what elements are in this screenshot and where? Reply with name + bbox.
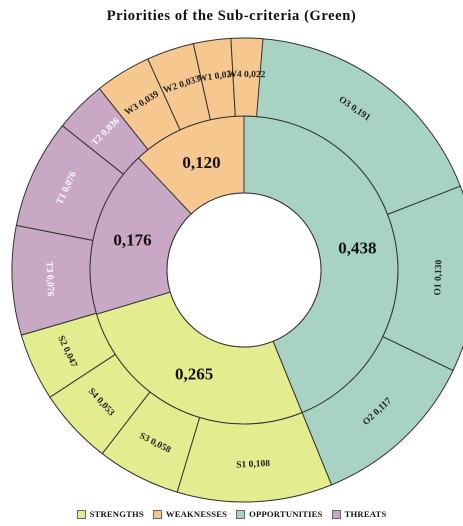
legend-item-weaknesses: WEAKNESSES: [152, 509, 228, 519]
legend-label-opportunities: OPPORTUNITIES: [249, 509, 323, 519]
center-hole: [166, 192, 322, 348]
outer-label-w4: W4 0,022: [227, 70, 265, 80]
legend-swatch-opportunities: [236, 509, 246, 519]
legend-label-strengths: STRENGTHS: [89, 509, 144, 519]
inner-label-opportunities: 0,438: [338, 238, 376, 257]
inner-label-threats: 0,176: [113, 231, 151, 250]
legend-swatch-strengths: [76, 509, 86, 519]
outer-segment-w4: [230, 37, 264, 118]
legend-item-opportunities: OPPORTUNITIES: [236, 509, 322, 519]
outer-label-t3: T3 0,076: [43, 261, 55, 297]
legend-label-weaknesses: WEAKNESSES: [165, 509, 228, 519]
legend-item-threats: THREATS: [331, 509, 387, 519]
outer-label-o1: O1 0,130: [433, 259, 444, 296]
legend-swatch-weaknesses: [152, 509, 162, 519]
inner-label-weaknesses: 0,120: [182, 153, 220, 172]
legend-item-strengths: STRENGTHS: [76, 509, 144, 519]
chart-title: Priorities of the Sub-criteria (Green): [106, 8, 357, 24]
outer-label-s1: S1 0,108: [236, 459, 270, 471]
legend: STRENGTHS WEAKNESSES OPPORTUNITIES THREATS: [0, 509, 463, 519]
legend-label-threats: THREATS: [344, 509, 387, 519]
legend-swatch-threats: [331, 509, 341, 519]
inner-label-strengths: 0,265: [175, 365, 213, 384]
